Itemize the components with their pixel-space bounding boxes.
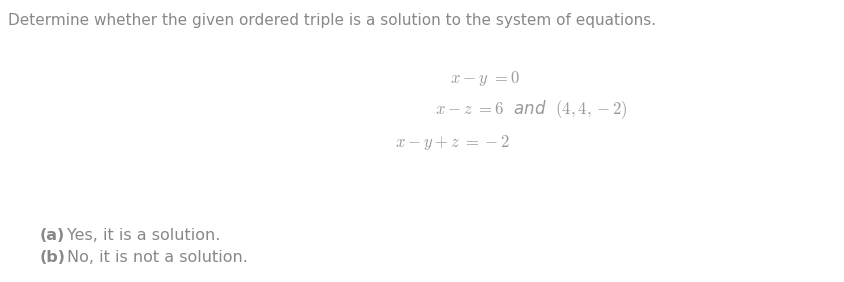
Text: $x - y + z\ = -2$: $x - y + z\ = -2$	[395, 133, 510, 151]
Text: (b): (b)	[40, 250, 66, 265]
Text: Yes, it is a solution.: Yes, it is a solution.	[67, 228, 220, 243]
Text: No, it is not a solution.: No, it is not a solution.	[67, 250, 248, 265]
Text: $x - y\ =0$: $x - y\ =0$	[450, 69, 520, 87]
Text: $x - z\ =6$  and  $(4,4,-2)$: $x - z\ =6$ and $(4,4,-2)$	[435, 99, 628, 121]
Text: Determine whether the given ordered triple is a solution to the system of equati: Determine whether the given ordered trip…	[8, 13, 656, 28]
Text: (a): (a)	[40, 228, 65, 243]
